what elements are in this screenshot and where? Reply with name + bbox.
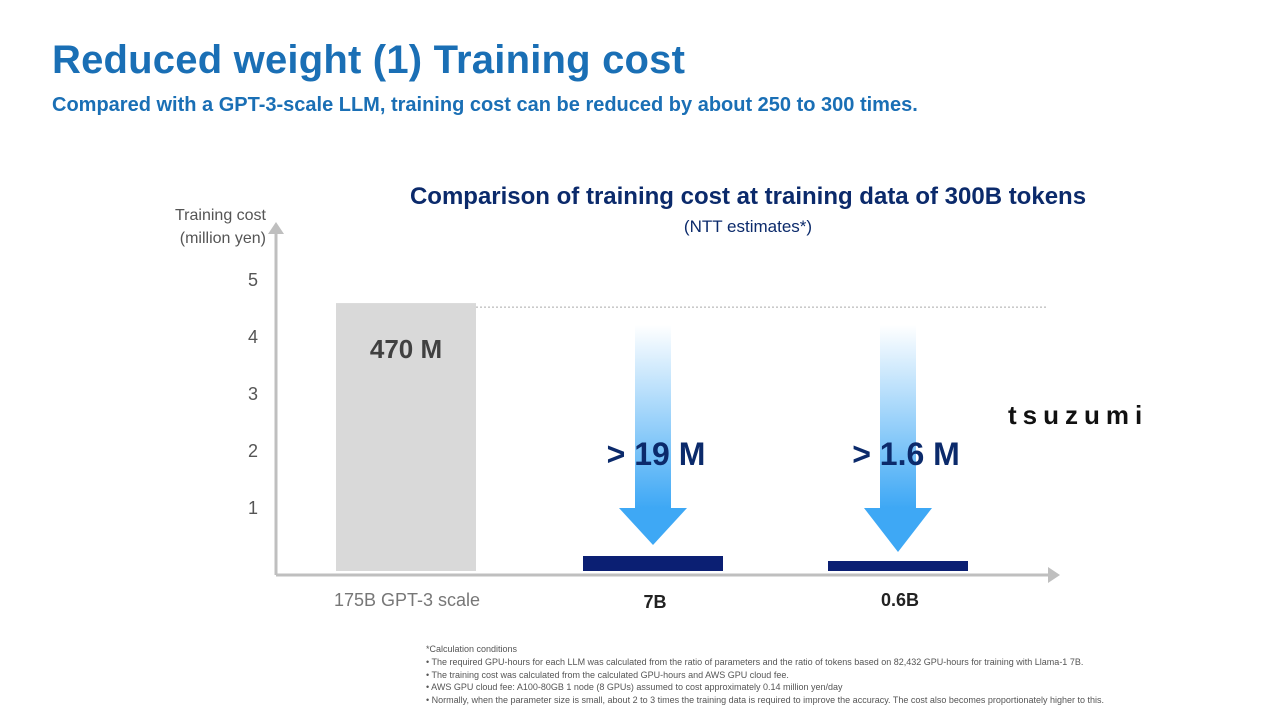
y-axis-arrow-icon [268,222,284,234]
bar-1 [336,303,476,571]
bar-2 [583,556,723,571]
y-tick-label: 2 [248,441,258,461]
bar-value-label: > 19 M [607,436,706,472]
footnote-item: • Normally, when the parameter size is s… [426,695,1104,706]
y-tick-label: 1 [248,498,258,518]
slide-title: Reduced weight (1) Training cost [52,38,686,82]
y-axis-label-line-1: Training cost [175,207,266,224]
arrow-shaft [880,325,916,508]
y-tick-label: 4 [248,327,258,347]
footnotes: *Calculation conditions • The required G… [426,643,1104,707]
y-axis-label: Training cost (million yen) [120,204,266,250]
y-tick-label: 5 [248,270,258,290]
x-axis-arrow-icon [1048,567,1060,583]
down-arrow-icon [864,325,932,552]
footnote-item: • The required GPU-hours for each LLM wa… [426,656,1084,667]
y-tick-label: 3 [248,384,258,404]
chart-title: Comparison of training cost at training … [409,183,1087,210]
tsuzumi-logo: tsuzumi [1008,400,1149,430]
footnote-item: • The training cost was calculated from … [426,669,789,680]
down-arrow-icon [619,325,687,545]
footnote-heading: *Calculation conditions [426,644,518,654]
footnote-item: • AWS GPU cloud fee: A100-80GB 1 node (8… [426,682,843,693]
chart-subtitle: (NTT estimates*) [683,217,813,236]
slide-subtitle: Compared with a GPT-3-scale LLM, trainin… [52,94,918,116]
arrow-head [619,508,687,545]
arrow-head [864,508,932,552]
arrow-shaft [635,325,671,508]
x-tick-label: 7B [643,592,666,612]
x-tick-label: 175B GPT-3 scale [334,590,480,610]
bar-value-label: 470 M [370,334,442,364]
bar-3 [828,561,968,571]
y-axis-label-line-2: (million yen) [179,230,266,247]
bar-value-label: > 1.6 M [852,436,960,472]
x-tick-label: 0.6B [881,590,919,610]
